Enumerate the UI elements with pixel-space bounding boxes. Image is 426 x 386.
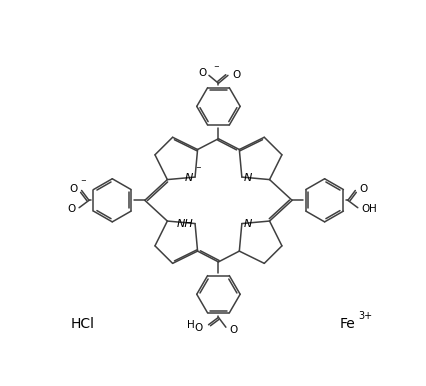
Text: NH: NH: [176, 219, 193, 229]
Text: O: O: [361, 204, 369, 214]
Text: O: O: [67, 204, 75, 214]
Text: HCl: HCl: [70, 317, 94, 330]
Text: $^{-}$: $^{-}$: [80, 178, 87, 188]
Text: O: O: [232, 70, 240, 80]
Text: O: O: [229, 325, 237, 335]
Text: O: O: [69, 184, 78, 194]
Text: $^{-}$: $^{-}$: [195, 165, 202, 175]
Text: H: H: [187, 320, 194, 330]
Text: O: O: [198, 68, 206, 78]
Text: H: H: [368, 204, 375, 214]
Text: N: N: [185, 173, 193, 183]
Text: O: O: [194, 323, 202, 333]
Text: 3+: 3+: [357, 311, 371, 321]
Text: Fe: Fe: [340, 317, 355, 330]
Text: O: O: [358, 184, 367, 194]
Text: N: N: [243, 173, 251, 183]
Text: $^{-}$: $^{-}$: [212, 64, 219, 74]
Text: N: N: [243, 219, 251, 229]
